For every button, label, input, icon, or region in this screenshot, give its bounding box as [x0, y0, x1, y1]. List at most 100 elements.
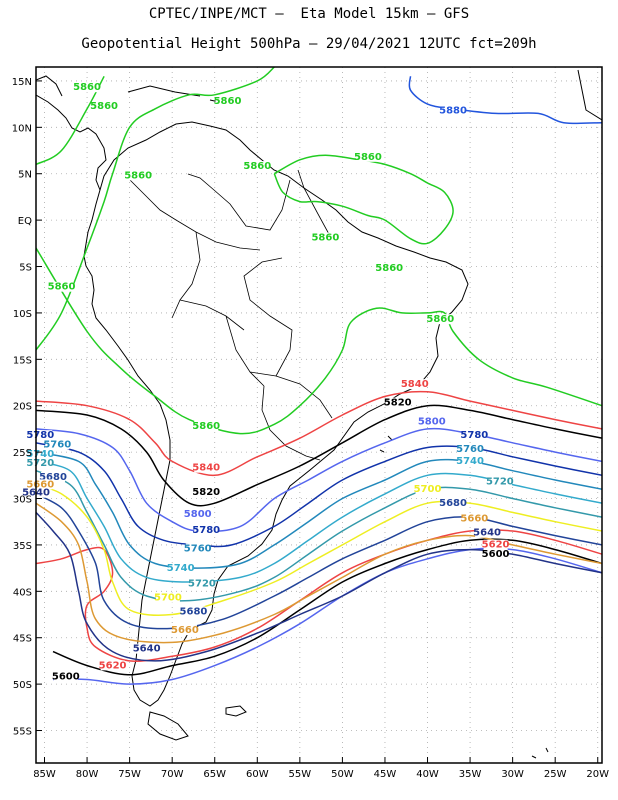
y-tick-label: 40S — [13, 587, 32, 598]
title-line-1: CPTEC/INPE/MCT – Eta Model 15km – GFS — [148, 6, 470, 22]
plot-background — [36, 67, 602, 763]
contour-label-bg — [185, 509, 210, 520]
contour-label: 5660 — [460, 514, 488, 525]
title-line-2: Geopotential Height 500hPa – 29/04/2021 … — [81, 36, 537, 52]
x-tick-label: 75W — [118, 769, 141, 780]
contour-label-bg — [49, 281, 74, 292]
contour-5860 — [36, 67, 275, 351]
contour-label-bg — [215, 96, 240, 107]
y-tick-label: 5N — [18, 170, 32, 181]
contour-label-bg — [168, 562, 193, 573]
contour-label: 5680 — [39, 472, 67, 483]
contour-label: 5860 — [243, 161, 271, 172]
contour-label-bg — [45, 439, 70, 450]
contour-label-bg — [194, 462, 219, 473]
contour-label: 5700 — [414, 484, 442, 495]
contour-label-bg — [441, 497, 466, 508]
contour-label-bg — [458, 444, 483, 455]
contour-label: 5860 — [124, 170, 152, 181]
contour-label-bg — [462, 430, 487, 441]
contour-5640 — [36, 511, 602, 662]
y-tick-label: 5S — [19, 263, 32, 274]
y-tick-label: 20S — [13, 402, 32, 413]
x-tick-label: 35W — [459, 769, 482, 780]
contour-label-bg — [92, 100, 117, 111]
coast-yucatan — [36, 75, 63, 97]
contour-label: 5740 — [456, 456, 484, 467]
contour-label-bg — [483, 548, 508, 559]
contour-label: 5640 — [473, 528, 501, 539]
contour-label-bg — [419, 416, 444, 427]
x-tick-label: 80W — [76, 769, 99, 780]
contour-5800 — [52, 547, 602, 685]
x-tick-label: 70W — [161, 769, 184, 780]
contour-label: 5800 — [418, 416, 446, 427]
contour-5720 — [36, 469, 602, 602]
contour-label: 5600 — [52, 671, 80, 682]
contour-label-bg — [126, 170, 151, 181]
contour-label: 5800 — [184, 509, 212, 520]
contour-label-bg — [185, 543, 210, 554]
contour-label: 5860 — [426, 314, 454, 325]
contour-label: 5860 — [354, 152, 382, 163]
contour-5880 — [408, 76, 602, 125]
x-tick-label: 25W — [544, 769, 567, 780]
contour-label-bg — [402, 379, 427, 390]
y-tick-label: 45S — [13, 634, 32, 645]
contour-label-bg — [462, 513, 487, 524]
contour-label: 5760 — [456, 444, 484, 455]
contour-label-bg — [483, 539, 508, 550]
y-tick-label: 35S — [13, 541, 32, 552]
contour-label: 5780 — [26, 430, 54, 441]
contour-5780 — [36, 442, 602, 548]
contour-lines — [36, 67, 602, 685]
contour-label-bg — [41, 471, 66, 482]
contour-5820 — [36, 404, 602, 507]
y-tick-label: 15N — [12, 77, 32, 88]
x-tick-label: 85W — [33, 769, 56, 780]
contour-label: 5680 — [180, 607, 208, 618]
x-tick-label: 20W — [586, 769, 609, 780]
contour-label: 5680 — [439, 498, 467, 509]
coast-tierra-del-fuego — [147, 711, 189, 741]
contour-label: 5780 — [192, 525, 220, 536]
contour-label-bg — [194, 486, 219, 497]
contour-label-bg — [100, 660, 125, 671]
contour-label-bg — [181, 606, 206, 617]
x-tick-label: 65W — [203, 769, 226, 780]
y-tick-label: 10S — [13, 309, 32, 320]
contour-label: 5780 — [460, 430, 488, 441]
contour-label-bg — [134, 643, 159, 654]
contour-label-bg — [194, 420, 219, 431]
y-tick-label: 50S — [13, 680, 32, 691]
contour-label-bg — [377, 263, 402, 274]
contour-label: 5660 — [171, 625, 199, 636]
contour-5840 — [36, 529, 602, 663]
contour-label-bg — [172, 625, 197, 636]
contour-label: 5820 — [384, 398, 412, 409]
contour-label: 5720 — [188, 579, 216, 590]
contour-label: 5860 — [311, 233, 339, 244]
x-tick-label: 55W — [289, 769, 312, 780]
coast-small-islands — [379, 435, 549, 759]
contour-label-bg — [53, 671, 78, 682]
contour-5740 — [36, 460, 602, 583]
contour-label: 5740 — [167, 563, 195, 574]
y-tick-label: 55S — [13, 727, 32, 738]
axis-ticks: 85W 80W 75W 70W 65W 60W 55W 50W 45W 40W 35W 30W 25W 2… — [12, 77, 609, 780]
contour-label-bg — [385, 397, 410, 408]
y-tick-label: 25S — [13, 448, 32, 459]
y-tick-label: EQ — [18, 216, 32, 227]
contour-label: 5880 — [439, 105, 467, 116]
x-tick-label: 45W — [374, 769, 397, 780]
contour-label: 5660 — [26, 479, 54, 490]
contour-label: 5700 — [154, 593, 182, 604]
contour-label: 5860 — [90, 101, 118, 112]
contour-label-bg — [313, 232, 338, 243]
contour-label-bg — [194, 524, 219, 535]
contour-label: 5740 — [26, 449, 54, 460]
contour-label: 5860 — [214, 96, 242, 107]
contour-label-bg — [355, 151, 380, 162]
contour-label: 5860 — [48, 282, 76, 293]
